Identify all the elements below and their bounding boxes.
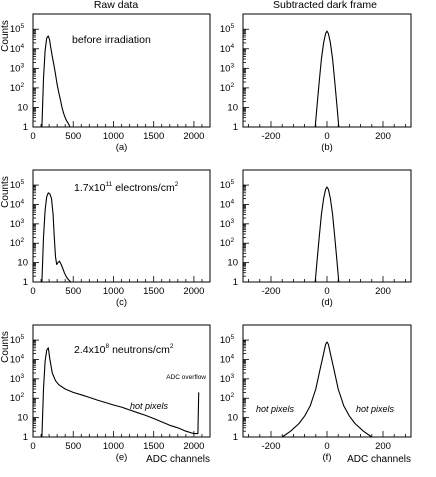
y-tick-label: 104: [10, 198, 25, 210]
panel-a-letter: (a): [116, 142, 128, 153]
panel-a-frame: [32, 13, 211, 128]
panel-d-series-line: [314, 186, 340, 283]
y-tick-label: 102: [220, 82, 235, 94]
y-tick-label: 105: [10, 334, 25, 346]
y-tick-label: 102: [220, 237, 235, 249]
panel-c-letter: (c): [116, 297, 127, 308]
annotation-electron-fluence: 1.7x1011 electrons/cm2: [74, 181, 179, 194]
panel-b: [242, 13, 412, 128]
panel-e-letter: (e): [116, 452, 128, 463]
panel-d: [242, 169, 412, 283]
x-tick-label: 200: [375, 286, 391, 297]
y-tick-label: 105: [220, 179, 235, 191]
x-tick-label: 500: [65, 131, 81, 142]
y-axis-label: Counts: [0, 331, 11, 363]
x-tick-label: 1500: [143, 131, 164, 142]
x-tick-label: -200: [261, 441, 280, 452]
annotation-before-irradiation: before irradiation: [72, 34, 151, 46]
x-tick-label: 0: [30, 286, 35, 297]
y-tick-label: 10: [227, 413, 238, 424]
panel-d-letter: (d): [321, 297, 333, 308]
x-tick-label: 1500: [143, 286, 164, 297]
hot-pixels-label-f-left: hot pixels: [256, 404, 295, 414]
panel-e: [32, 324, 211, 438]
y-tick-label: 10: [227, 258, 238, 269]
y-tick-label: 104: [220, 43, 235, 55]
y-tick-label: 102: [220, 392, 235, 404]
panel-f: [242, 324, 412, 438]
hot-pixels-label-e: hot pixels: [130, 401, 169, 411]
y-tick-label: 1: [23, 277, 28, 288]
y-tick-label: 105: [10, 23, 25, 35]
column-title-raw: Raw data: [94, 0, 139, 11]
y-tick-label: 105: [220, 334, 235, 346]
y-tick-label: 103: [220, 218, 235, 230]
y-tick-label: 104: [10, 353, 25, 365]
y-tick-label: 10: [227, 102, 238, 113]
x-tick-label: 1000: [103, 286, 124, 297]
y-tick-label: 1: [23, 122, 28, 133]
y-tick-label: 1: [233, 432, 238, 443]
x-axis-label: ADC channels: [146, 454, 210, 465]
x-tick-label: 0: [30, 131, 35, 142]
x-tick-label: 1500: [143, 441, 164, 452]
y-tick-label: 10: [17, 102, 28, 113]
x-tick-label: 2000: [183, 286, 204, 297]
x-tick-label: 2000: [183, 131, 204, 142]
y-tick-label: 104: [220, 353, 235, 365]
y-tick-label: 102: [10, 82, 25, 94]
y-tick-label: 1: [233, 277, 238, 288]
x-tick-label: 500: [65, 286, 81, 297]
y-tick-label: 10: [17, 413, 28, 424]
x-tick-label: 0: [324, 441, 329, 452]
panel-c-series-line: [41, 192, 72, 283]
y-axis-label: Counts: [0, 176, 11, 208]
x-tick-label: -200: [261, 131, 280, 142]
panel-f-series-line: [281, 341, 373, 438]
x-tick-label: 200: [375, 441, 391, 452]
x-tick-label: 1000: [103, 131, 124, 142]
y-tick-label: 102: [10, 392, 25, 404]
panel-a-series-line: [41, 35, 71, 128]
y-tick-label: 1: [23, 432, 28, 443]
y-tick-label: 1: [233, 122, 238, 133]
x-tick-label: 500: [65, 441, 81, 452]
panel-c: [32, 169, 211, 283]
x-tick-label: -200: [261, 286, 280, 297]
annotation-neutron-fluence: 2.4x108 neutrons/cm2: [74, 343, 174, 356]
panel-b-series-line: [314, 30, 340, 128]
y-tick-label: 104: [220, 198, 235, 210]
y-tick-label: 10: [17, 258, 28, 269]
x-tick-label: 200: [375, 131, 391, 142]
panel-e-frame: [32, 324, 211, 438]
y-axis-label: Counts: [0, 20, 11, 52]
x-tick-label: 0: [30, 441, 35, 452]
y-tick-label: 103: [10, 218, 25, 230]
adc-overflow-label: ADC overflow: [166, 374, 206, 381]
y-tick-label: 103: [220, 373, 235, 385]
panel-e-series-line: [41, 347, 200, 438]
y-tick-label: 103: [10, 373, 25, 385]
x-axis-label: ADC channels: [347, 454, 411, 465]
hot-pixels-label-f-right: hot pixels: [356, 404, 395, 414]
y-tick-label: 105: [10, 179, 25, 191]
x-tick-label: 1000: [103, 441, 124, 452]
y-tick-label: 104: [10, 43, 25, 55]
x-tick-label: 0: [324, 131, 329, 142]
panel-a: [32, 13, 211, 128]
panel-b-letter: (b): [321, 142, 333, 153]
y-tick-label: 103: [10, 62, 25, 74]
y-tick-label: 102: [10, 237, 25, 249]
panel-f-letter: (f): [323, 452, 332, 463]
y-tick-label: 105: [220, 23, 235, 35]
x-tick-label: 2000: [183, 441, 204, 452]
column-title-subtracted: Subtracted dark frame: [273, 0, 377, 11]
y-tick-label: 103: [220, 62, 235, 74]
x-tick-label: 0: [324, 286, 329, 297]
